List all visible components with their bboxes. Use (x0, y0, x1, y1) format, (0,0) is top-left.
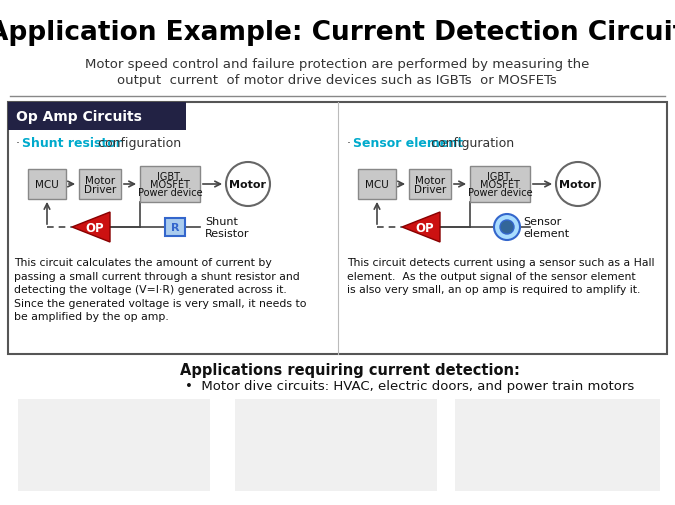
Text: R: R (171, 223, 180, 232)
Text: Resistor: Resistor (205, 229, 250, 238)
Text: IGBT,: IGBT, (487, 171, 513, 181)
Text: MCU: MCU (365, 180, 389, 189)
FancyBboxPatch shape (79, 170, 121, 199)
Text: This circuit detects current using a sensor such as a Hall
element.  As the outp: This circuit detects current using a sen… (347, 258, 655, 294)
FancyBboxPatch shape (455, 399, 660, 491)
FancyBboxPatch shape (140, 167, 200, 203)
FancyBboxPatch shape (470, 167, 530, 203)
FancyBboxPatch shape (8, 103, 667, 355)
FancyBboxPatch shape (235, 399, 437, 491)
Text: MOSFET: MOSFET (480, 180, 520, 189)
Text: configuration: configuration (94, 136, 181, 149)
Text: MOSFET: MOSFET (150, 180, 190, 189)
Text: Motor: Motor (85, 175, 115, 185)
Text: Sensor: Sensor (523, 217, 561, 227)
Polygon shape (402, 213, 440, 242)
Text: Shunt: Shunt (205, 217, 238, 227)
Text: element: element (523, 229, 569, 238)
Text: OP: OP (86, 221, 104, 234)
FancyBboxPatch shape (358, 170, 396, 199)
Text: Power device: Power device (138, 188, 202, 198)
Text: configuration: configuration (427, 136, 514, 149)
FancyBboxPatch shape (28, 170, 66, 199)
Text: Sensor element: Sensor element (353, 136, 463, 149)
Text: output  current  of motor drive devices such as IGBTs  or MOSFETs: output current of motor drive devices su… (117, 73, 557, 86)
Polygon shape (72, 213, 110, 242)
Circle shape (494, 215, 520, 240)
Text: Motor: Motor (560, 180, 597, 189)
FancyBboxPatch shape (409, 170, 451, 199)
Text: Applications requiring current detection:: Applications requiring current detection… (180, 363, 520, 378)
Text: Op Amp Circuits: Op Amp Circuits (16, 110, 142, 124)
Circle shape (500, 221, 514, 234)
Text: Shunt resistor: Shunt resistor (22, 136, 122, 149)
Circle shape (226, 163, 270, 207)
Text: Driver: Driver (414, 184, 446, 194)
Text: Motor: Motor (230, 180, 267, 189)
Text: •  Motor dive circuits: HVAC, electric doors, and power train motors: • Motor dive circuits: HVAC, electric do… (185, 380, 634, 393)
Text: OP: OP (416, 221, 434, 234)
Text: Motor: Motor (415, 175, 445, 185)
Text: IGBT,: IGBT, (157, 171, 183, 181)
Text: Application Example: Current Detection Circuit: Application Example: Current Detection C… (0, 20, 675, 46)
Text: This circuit calculates the amount of current by
passing a small current through: This circuit calculates the amount of cu… (14, 258, 306, 322)
Text: Power device: Power device (468, 188, 533, 198)
Text: MCU: MCU (35, 180, 59, 189)
FancyBboxPatch shape (8, 103, 186, 131)
Text: Driver: Driver (84, 184, 116, 194)
FancyBboxPatch shape (165, 219, 185, 236)
FancyBboxPatch shape (18, 399, 210, 491)
Text: ·: · (16, 136, 24, 149)
Circle shape (556, 163, 600, 207)
Text: ·: · (347, 136, 355, 149)
Text: Motor speed control and failure protection are performed by measuring the: Motor speed control and failure protecti… (85, 58, 589, 70)
